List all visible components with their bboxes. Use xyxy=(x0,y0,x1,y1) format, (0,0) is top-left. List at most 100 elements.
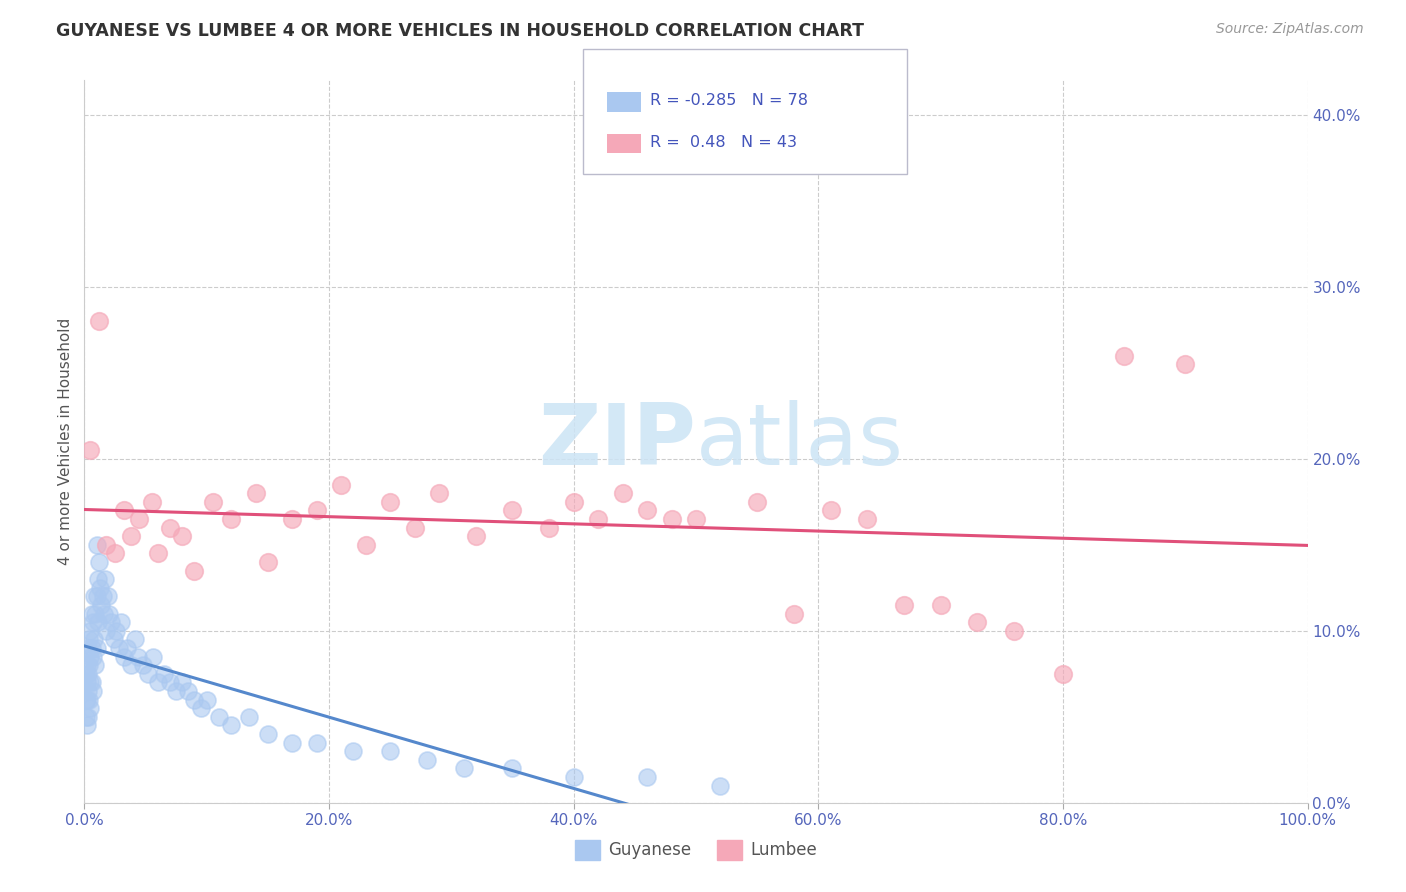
Point xyxy=(305,735,328,749)
Point xyxy=(177,684,200,698)
Text: R =  0.48   N = 43: R = 0.48 N = 43 xyxy=(650,135,797,150)
Point xyxy=(80,607,103,621)
Point xyxy=(84,607,107,621)
Point xyxy=(856,512,879,526)
Point xyxy=(208,710,231,724)
Point xyxy=(165,684,187,698)
Point xyxy=(146,675,169,690)
Point xyxy=(709,779,731,793)
Point xyxy=(105,624,128,638)
Point xyxy=(112,503,135,517)
Point xyxy=(893,598,915,612)
Point xyxy=(305,503,328,517)
Point xyxy=(562,770,585,784)
Point xyxy=(219,718,242,732)
Point xyxy=(87,615,110,630)
Point xyxy=(87,314,110,328)
Point xyxy=(76,675,98,690)
Point xyxy=(79,701,101,715)
Point xyxy=(219,512,242,526)
Point xyxy=(172,529,194,543)
Point xyxy=(142,649,165,664)
Point xyxy=(77,640,100,655)
Point xyxy=(83,590,105,604)
Point xyxy=(281,512,304,526)
Point xyxy=(77,692,100,706)
Point xyxy=(685,512,707,526)
Point xyxy=(929,598,952,612)
Point xyxy=(76,692,98,706)
Point xyxy=(427,486,450,500)
Point xyxy=(93,607,115,621)
Point xyxy=(86,590,108,604)
Point xyxy=(84,658,107,673)
Point xyxy=(159,520,181,534)
Point xyxy=(87,572,110,586)
Point xyxy=(132,658,155,673)
Point xyxy=(1052,666,1074,681)
Point xyxy=(83,632,105,647)
Point xyxy=(636,503,658,517)
Point xyxy=(153,666,176,681)
Point xyxy=(636,770,658,784)
Point xyxy=(91,590,114,604)
Point xyxy=(128,512,150,526)
Point xyxy=(201,494,224,508)
Point xyxy=(538,520,561,534)
Point xyxy=(115,640,138,655)
Point xyxy=(136,666,159,681)
Point xyxy=(586,512,609,526)
Point xyxy=(502,503,524,517)
Point xyxy=(183,692,205,706)
Point xyxy=(562,494,585,508)
Point xyxy=(281,735,304,749)
Point xyxy=(107,640,129,655)
Point xyxy=(80,675,103,690)
Point xyxy=(96,624,118,638)
Point xyxy=(820,503,842,517)
Point xyxy=(97,607,120,621)
Point xyxy=(120,658,142,673)
Point xyxy=(146,546,169,560)
Point xyxy=(79,649,101,664)
Point xyxy=(127,649,149,664)
Point xyxy=(1002,624,1025,638)
Point xyxy=(104,546,127,560)
Point xyxy=(79,443,101,458)
Point xyxy=(76,658,98,673)
Point xyxy=(80,640,103,655)
Point xyxy=(75,692,97,706)
Point xyxy=(404,520,426,534)
Point xyxy=(124,632,146,647)
Point xyxy=(75,710,97,724)
Point xyxy=(86,538,108,552)
Point xyxy=(76,718,98,732)
Point xyxy=(172,675,194,690)
Point xyxy=(110,615,132,630)
Point xyxy=(96,538,118,552)
Point xyxy=(75,666,97,681)
Point xyxy=(77,666,100,681)
Point xyxy=(82,615,104,630)
Point xyxy=(77,684,100,698)
Text: atlas: atlas xyxy=(696,400,904,483)
Point xyxy=(97,590,120,604)
Point xyxy=(103,632,125,647)
Point xyxy=(77,632,100,647)
Point xyxy=(82,684,104,698)
Point xyxy=(82,649,104,664)
Point xyxy=(100,615,122,630)
Point xyxy=(966,615,988,630)
Text: GUYANESE VS LUMBEE 4 OR MORE VEHICLES IN HOUSEHOLD CORRELATION CHART: GUYANESE VS LUMBEE 4 OR MORE VEHICLES IN… xyxy=(56,22,865,40)
Point xyxy=(112,649,135,664)
Point xyxy=(238,710,260,724)
Point xyxy=(380,494,402,508)
Point xyxy=(94,572,117,586)
Point xyxy=(120,529,142,543)
Point xyxy=(190,701,212,715)
Point xyxy=(1174,357,1197,371)
Point xyxy=(87,555,110,569)
Point xyxy=(502,761,524,775)
Point xyxy=(464,529,486,543)
Point xyxy=(612,486,634,500)
